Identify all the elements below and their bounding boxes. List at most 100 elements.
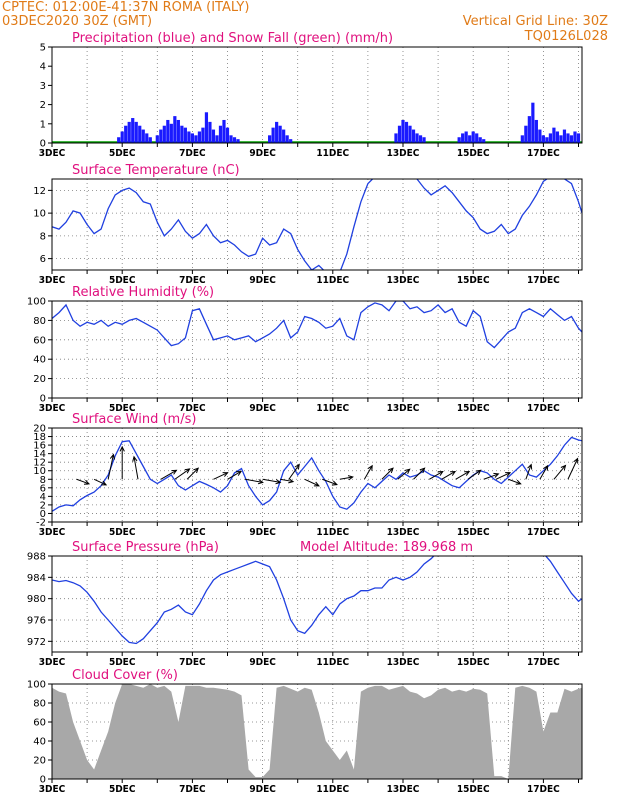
x-tick-label: 9DEC — [249, 403, 276, 414]
precip-bar — [520, 135, 524, 143]
precip-bar — [275, 121, 279, 143]
precip-bar — [552, 127, 556, 143]
series-line — [52, 436, 582, 512]
wind-vector — [553, 464, 567, 480]
wind-vector — [244, 478, 264, 485]
y-tick-label: 40 — [33, 355, 46, 366]
precip-bar — [145, 133, 149, 143]
y-tick-label: 10 — [33, 466, 46, 477]
wind-vector — [455, 470, 471, 480]
precip-bar — [569, 135, 574, 143]
precip-bar — [555, 131, 560, 143]
y-tick-label: 100 — [27, 680, 46, 691]
y-tick-label: 20 — [33, 756, 46, 767]
y-tick-label: 1 — [40, 119, 46, 130]
precip-bar — [559, 135, 563, 143]
panel-frame — [51, 46, 583, 144]
x-tick-label: 11DEC — [316, 784, 349, 795]
y-tick-label: 18 — [33, 432, 46, 443]
x-tick-label: 15DEC — [457, 657, 490, 668]
x-tick-label: 7DEC — [179, 148, 206, 159]
y-tick-label: -2 — [36, 518, 46, 529]
precip-bar — [169, 123, 173, 143]
panel-6: 0 20 40 60 80 100 3DEC 5DEC 7DEC 9DEC 11DEC 13DEC 15… — [27, 668, 583, 795]
panel-title: Surface Temperature (nC) — [72, 163, 240, 178]
precip-bar — [162, 125, 166, 143]
vertical-grid-note: Vertical Grid Line: 30Z — [463, 14, 608, 29]
precip-bar — [282, 129, 286, 143]
x-tick-label: 13DEC — [387, 403, 420, 414]
precip-bar — [271, 127, 275, 143]
wind-vector — [186, 467, 200, 480]
precip-bar — [278, 125, 282, 143]
precip-bar — [573, 131, 577, 143]
x-tick-label: 17DEC — [527, 403, 560, 414]
wind-vector — [467, 469, 482, 480]
y-tick-label: 80 — [33, 316, 46, 327]
precip-bar — [159, 129, 163, 143]
panel-title: Relative Humidity (%) — [72, 285, 214, 300]
y-tick-label: 2 — [40, 100, 46, 111]
precip-bar — [397, 125, 402, 143]
y-tick-label: 100 — [27, 297, 46, 308]
y-tick-label: 0 — [40, 509, 46, 520]
y-tick-label: 2 — [40, 500, 46, 511]
precip-bar — [197, 131, 202, 143]
panel-title: Surface Wind (m/s) — [72, 412, 196, 427]
precip-bar — [218, 125, 223, 143]
x-tick-label: 5DEC — [109, 403, 136, 414]
precip-bar — [534, 119, 538, 143]
wind-vector — [132, 455, 139, 480]
x-tick-label: 3DEC — [39, 148, 66, 159]
x-tick-label: 11DEC — [316, 657, 349, 668]
y-tick-label: 8 — [40, 231, 46, 242]
precip-bar — [531, 102, 535, 143]
wind-vector — [567, 457, 579, 480]
wind-vector — [381, 467, 394, 480]
precip-bar — [562, 129, 567, 143]
plot-area — [52, 428, 582, 522]
y-tick-label: 972 — [27, 637, 46, 648]
precip-bar — [461, 133, 465, 143]
wind-vector — [508, 478, 522, 485]
panel-frame — [51, 178, 583, 271]
precip-bar — [124, 125, 128, 143]
y-tick-label: 40 — [33, 737, 46, 748]
plot-area — [52, 684, 582, 779]
precip-bar — [166, 119, 170, 143]
y-tick-label: 20 — [33, 374, 46, 385]
panel-5: 972 976 980 984 988 3DEC 5DEC 7DEC 9DEC 11DEC 13DE… — [27, 540, 583, 668]
x-tick-label: 17DEC — [527, 148, 560, 159]
wind-vector — [483, 472, 500, 480]
x-tick-label: 13DEC — [387, 527, 420, 538]
x-tick-label: 13DEC — [387, 784, 420, 795]
precip-bar — [478, 137, 482, 143]
precip-bar — [229, 135, 233, 143]
precip-bar — [545, 137, 549, 143]
precip-bar — [468, 135, 472, 143]
precip-bar — [183, 127, 187, 143]
precip-bar — [232, 137, 237, 143]
y-tick-label: 60 — [33, 335, 46, 346]
x-tick-label: 7DEC — [179, 657, 206, 668]
x-tick-label: 3DEC — [39, 784, 66, 795]
precip-bar — [215, 135, 219, 143]
x-tick-label: 5DEC — [109, 527, 136, 538]
precip-bar — [289, 139, 293, 143]
x-tick-label: 5DEC — [109, 784, 136, 795]
x-tick-label: 5DEC — [109, 657, 136, 668]
precip-bar — [464, 131, 468, 143]
panel-1: 0 1 2 3 4 5 3DEC 5DEC 7DEC 9DEC 11DEC 13DEC 15DEC 17D… — [39, 31, 583, 159]
wind-vector — [227, 470, 242, 480]
x-tick-label: 15DEC — [457, 148, 490, 159]
wind-vector — [397, 468, 411, 480]
precip-bar — [176, 119, 180, 143]
panel-frame — [51, 555, 583, 653]
x-tick-label: 15DEC — [457, 275, 490, 286]
x-tick-label: 3DEC — [39, 657, 66, 668]
x-tick-label: 7DEC — [179, 275, 206, 286]
wind-vector — [525, 463, 533, 480]
wind-vector — [174, 468, 191, 480]
x-tick-label: 13DEC — [387, 275, 420, 286]
